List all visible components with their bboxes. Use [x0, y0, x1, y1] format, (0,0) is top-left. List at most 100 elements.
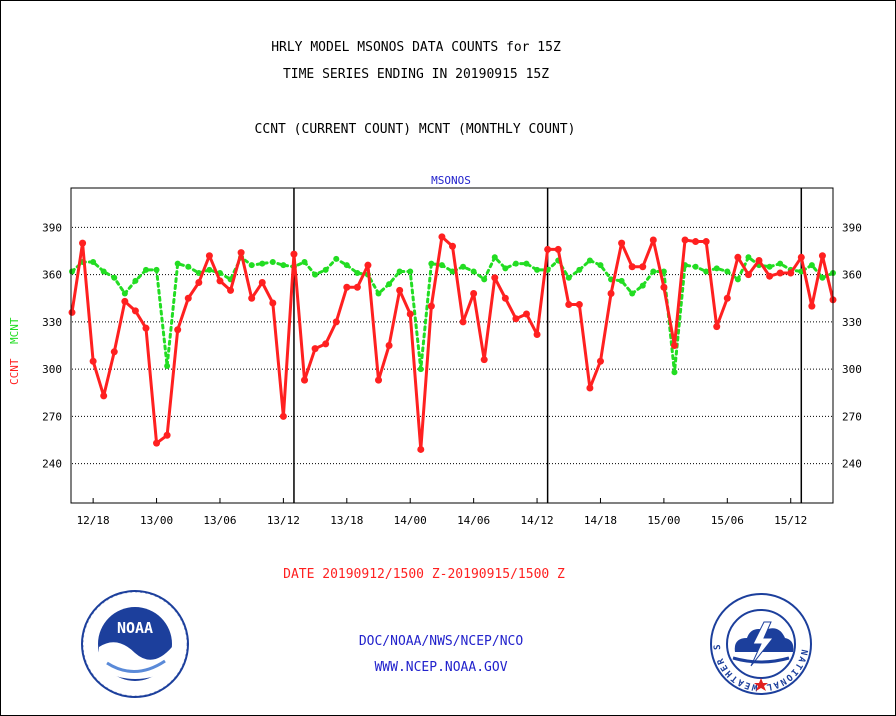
- ccnt-point: [470, 290, 478, 298]
- ccnt-point: [237, 249, 245, 257]
- x-tick-label: 14/00: [394, 514, 427, 527]
- ccnt-point: [343, 283, 351, 291]
- series-description: CCNT (CURRENT COUNT) MCNT (MONTHLY COUNT…: [254, 122, 576, 137]
- mcnt-point: [703, 268, 710, 275]
- ccnt-point: [322, 340, 330, 348]
- mcnt-point: [597, 262, 604, 269]
- ccnt-point: [766, 272, 774, 280]
- ccnt-point: [755, 256, 763, 264]
- mcnt-point: [724, 268, 731, 275]
- x-tick-label: 15/00: [647, 514, 680, 527]
- mcnt-point: [766, 263, 773, 270]
- mcnt-point: [407, 268, 414, 275]
- mcnt-point: [185, 263, 192, 270]
- ccnt-point: [396, 286, 404, 294]
- mcnt-point: [808, 262, 815, 269]
- y-tick-label-left: 360: [42, 269, 62, 282]
- plot-title: MSONOS: [431, 174, 471, 187]
- ccnt-point: [375, 376, 383, 384]
- ccnt-point: [596, 357, 604, 365]
- mcnt-point: [491, 254, 498, 261]
- mcnt-point: [206, 266, 213, 273]
- series-layer: [68, 233, 837, 453]
- mcnt-point: [69, 268, 75, 275]
- mcnt-point: [576, 266, 583, 273]
- x-tick-label: 15/12: [774, 514, 807, 527]
- ccnt-point: [818, 252, 826, 260]
- mcnt-point: [301, 259, 308, 266]
- ccnt-point: [491, 274, 499, 282]
- ccnt-point: [364, 261, 372, 269]
- mcnt-point: [259, 260, 266, 267]
- ccnt-point: [227, 286, 235, 294]
- ccnt-point: [692, 238, 700, 246]
- mcnt-point: [819, 274, 826, 281]
- title-line-1: HRLY MODEL MSONOS DATA COUNTS for 15Z: [271, 40, 561, 55]
- ccnt-point: [163, 431, 171, 439]
- mcnt-point: [481, 276, 488, 283]
- x-tick-label: 13/12: [267, 514, 300, 527]
- ccnt-point: [290, 250, 298, 258]
- ccnt-point: [427, 302, 435, 310]
- title-line-2: TIME SERIES ENDING IN 20190915 15Z: [282, 67, 550, 82]
- ccnt-point: [174, 326, 182, 334]
- x-tick-label: 14/18: [584, 514, 617, 527]
- y-tick-label-left: 330: [42, 316, 62, 329]
- ccnt-point: [406, 310, 414, 318]
- ccnt-point: [618, 239, 626, 247]
- mcnt-point: [428, 260, 435, 267]
- mcnt-point: [396, 268, 403, 275]
- mcnt-point: [618, 277, 625, 284]
- mcnt-point: [470, 268, 477, 275]
- mcnt-point: [534, 266, 541, 273]
- ccnt-point: [301, 376, 309, 384]
- mcnt-point: [354, 270, 361, 277]
- mcnt-point: [142, 266, 149, 273]
- x-tick-label: 13/00: [140, 514, 173, 527]
- mcnt-point: [132, 277, 139, 284]
- ccnt-point: [459, 318, 467, 326]
- ylabel-ccnt: CCNT: [8, 358, 21, 385]
- ccnt-point: [110, 348, 118, 356]
- mcnt-point: [523, 260, 530, 267]
- ccnt-point: [522, 310, 530, 318]
- ccnt-point: [554, 245, 562, 253]
- mcnt-point: [164, 362, 171, 369]
- ccnt-point: [533, 330, 541, 338]
- mcnt-point: [438, 262, 445, 269]
- y-tick-label-left: 390: [42, 221, 62, 234]
- ccnt-point: [153, 439, 161, 447]
- ccnt-point: [195, 279, 203, 286]
- mcnt-point: [322, 266, 329, 273]
- ccnt-point: [702, 238, 710, 246]
- y-tick-label-right: 360: [842, 269, 862, 282]
- ccnt-point: [744, 271, 752, 279]
- ccnt-point: [417, 445, 425, 453]
- mcnt-point: [312, 271, 319, 278]
- noaa-logo: NOAA: [81, 590, 189, 698]
- x-tick-label: 14/12: [520, 514, 553, 527]
- ccnt-point: [734, 253, 742, 261]
- mcnt-point: [333, 255, 340, 262]
- mcnt-point: [248, 262, 255, 269]
- plot-frame: [70, 187, 834, 504]
- mcnt-point: [343, 262, 350, 269]
- mcnt-point: [111, 274, 118, 281]
- x-tick-label: 15/06: [711, 514, 744, 527]
- ccnt-point: [586, 384, 594, 392]
- mcnt-point: [565, 274, 572, 281]
- mcnt-point: [417, 366, 424, 373]
- ccnt-point: [248, 294, 256, 302]
- nws-logo: NATIONAL WEATHER SERVICE: [709, 592, 812, 695]
- url-line[interactable]: WWW.NCEP.NOAA.GOV: [374, 660, 508, 675]
- date-range: DATE 20190912/1500 Z-20190915/1500 Z: [283, 567, 565, 582]
- ccnt-point: [776, 269, 784, 277]
- mcnt-point: [449, 268, 456, 275]
- y-tick-label-right: 300: [842, 363, 862, 376]
- mcnt-point: [512, 260, 519, 267]
- mcnt-point: [671, 369, 678, 376]
- ccnt-point: [269, 299, 277, 307]
- x-tick-label: 13/18: [330, 514, 363, 527]
